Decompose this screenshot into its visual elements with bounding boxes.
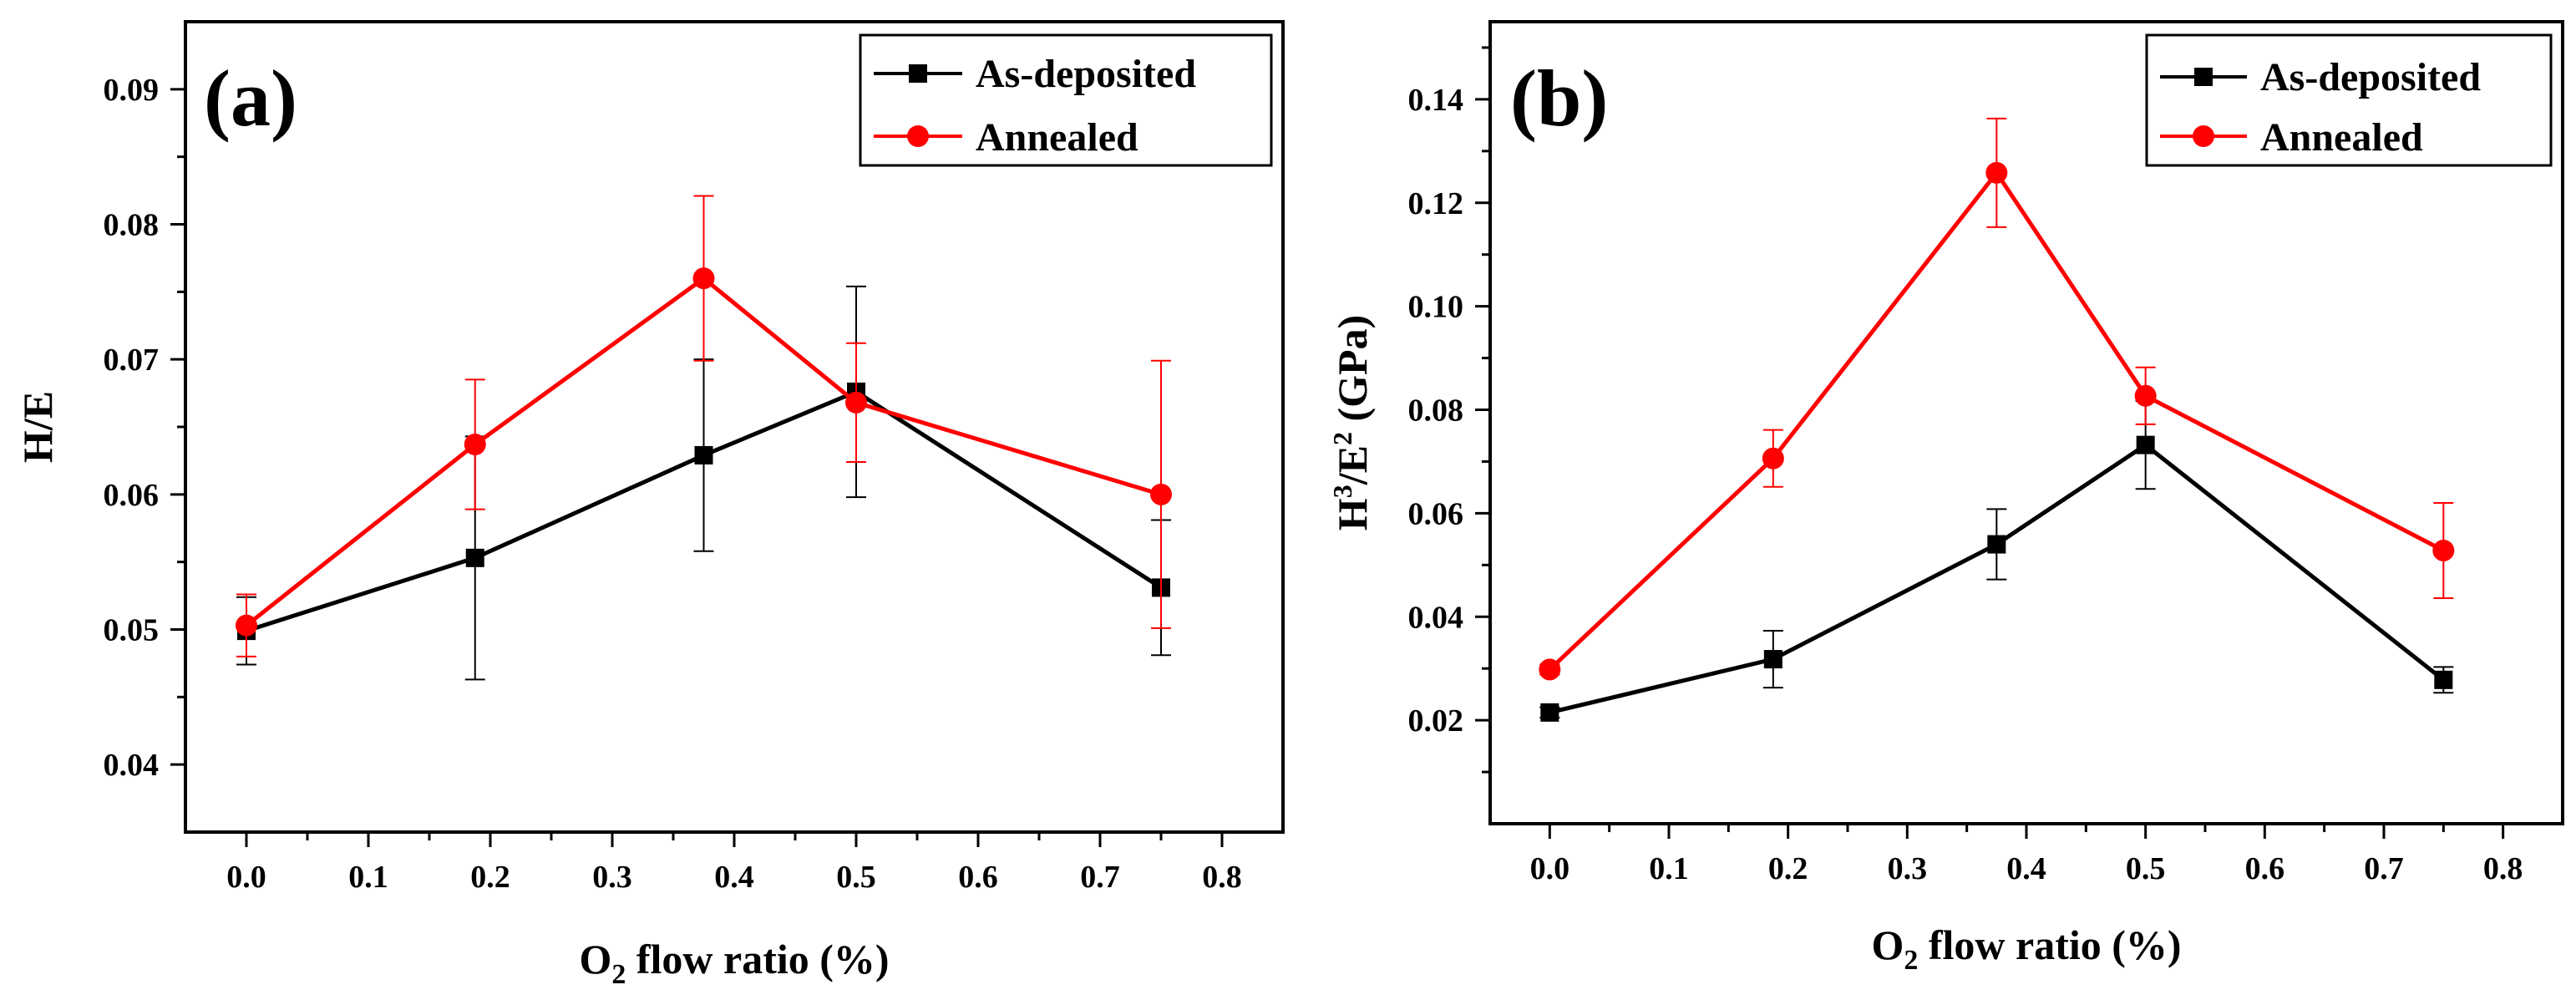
legend-label-annealed: Annealed	[976, 115, 1138, 160]
panel-label: (a)	[204, 53, 297, 143]
x-tick-label: 0.7	[1080, 860, 1120, 895]
data-point-annealed	[845, 391, 867, 414]
y-axis-ticks: 0.04 0.05 0.06 0.07 0.08 0.09	[104, 73, 185, 783]
data-point-as-deposited	[465, 548, 484, 567]
x-tick-label: 0.2	[1768, 851, 1808, 886]
panel-b: 0.0 0.1 0.2 0.3 0.4 0.5 0.6 0.7 0.8 0.02 0.04 0.06…	[1327, 20, 2564, 976]
x-tick-label: 0.6	[958, 860, 998, 895]
x-tick-label: 0.4	[714, 860, 754, 895]
data-point-as-deposited	[1987, 535, 2006, 554]
x-tick-label: 0.6	[2245, 851, 2285, 886]
x-axis-ticks: 0.0 0.1 0.2 0.3 0.4 0.5 0.6 0.7 0.8	[226, 832, 1242, 895]
data-point-annealed	[1762, 447, 1784, 470]
y-axis-ticks: 0.02 0.04 0.06 0.08 0.10 0.12 0.14	[1408, 46, 1490, 774]
series-line-annealed	[1548, 169, 2445, 672]
y-tick-label: 0.06	[1408, 496, 1464, 531]
data-point-annealed	[1539, 658, 1561, 681]
legend-marker-as-deposited	[909, 64, 927, 83]
x-tick-label: 0.0	[1530, 851, 1570, 886]
data-point-annealed	[1150, 483, 1172, 505]
legend-label-annealed: Annealed	[2260, 115, 2423, 160]
legend-label-as-deposited: As-deposited	[976, 52, 1196, 96]
x-tick-label: 0.4	[2006, 851, 2046, 886]
panel-a: 0.0 0.1 0.2 0.3 0.4 0.5 0.6 0.7 0.8 0.04 0.05 0.06…	[14, 20, 1285, 990]
y-tick-label: 0.09	[104, 73, 160, 108]
y-tick-label: 0.10	[1408, 290, 1464, 325]
x-tick-label: 0.3	[1888, 851, 1928, 886]
y-tick-label: 0.06	[104, 478, 160, 513]
data-marks	[236, 195, 1172, 681]
data-point-as-deposited	[2434, 670, 2453, 689]
legend-marker-annealed	[907, 125, 929, 147]
y-tick-label: 0.04	[1408, 600, 1464, 635]
x-tick-label: 0.7	[2364, 851, 2404, 886]
x-tick-label: 0.1	[1649, 851, 1689, 886]
legend: As-deposited Annealed	[2145, 33, 2553, 167]
data-point-as-deposited	[1763, 650, 1782, 669]
legend-marker-as-deposited	[2194, 68, 2213, 86]
legend-label-as-deposited: As-deposited	[2260, 55, 2481, 99]
y-tick-label: 0.08	[1408, 393, 1464, 429]
y-axis-title: H3/E2 (GPa)	[1327, 315, 1376, 530]
data-point-as-deposited	[694, 445, 713, 464]
x-tick-label: 0.1	[348, 860, 388, 895]
data-marks	[1539, 117, 2455, 722]
x-tick-label: 0.3	[592, 860, 632, 895]
y-axis-title: H/E	[14, 391, 61, 463]
data-point-annealed	[2432, 539, 2455, 561]
legend-box	[2145, 33, 2553, 167]
legend-marker-annealed	[2193, 125, 2214, 147]
y-tick-label: 0.04	[104, 748, 160, 783]
y-tick-label: 0.02	[1408, 703, 1464, 739]
y-tick-label: 0.07	[104, 343, 160, 378]
x-tick-label: 0.5	[836, 860, 876, 895]
x-tick-label: 0.8	[2483, 851, 2523, 886]
legend-box	[859, 33, 1273, 167]
data-point-annealed	[1985, 161, 2008, 184]
legend: As-deposited Annealed	[859, 33, 1273, 167]
x-tick-label: 0.8	[1202, 860, 1242, 895]
y-tick-label: 0.05	[104, 613, 160, 648]
y-tick-label: 0.14	[1408, 83, 1464, 118]
data-point-as-deposited	[1540, 703, 1559, 722]
x-axis-title: O2 flow ratio (%)	[1871, 921, 2181, 976]
x-tick-label: 0.5	[2126, 851, 2166, 886]
y-tick-label: 0.08	[104, 208, 160, 243]
data-point-annealed	[692, 267, 715, 290]
data-point-annealed	[236, 614, 257, 637]
y-tick-label: 0.12	[1408, 186, 1464, 221]
x-tick-label: 0.2	[470, 860, 510, 895]
panel-label: (b)	[1510, 53, 1608, 143]
x-tick-label: 0.0	[226, 860, 266, 895]
data-point-annealed	[464, 434, 486, 456]
x-axis-ticks: 0.0 0.1 0.2 0.3 0.4 0.5 0.6 0.7 0.8	[1530, 824, 2523, 886]
data-point-as-deposited	[2136, 435, 2155, 454]
data-point-annealed	[2134, 384, 2157, 407]
x-axis-title: O2 flow ratio (%)	[579, 936, 889, 990]
